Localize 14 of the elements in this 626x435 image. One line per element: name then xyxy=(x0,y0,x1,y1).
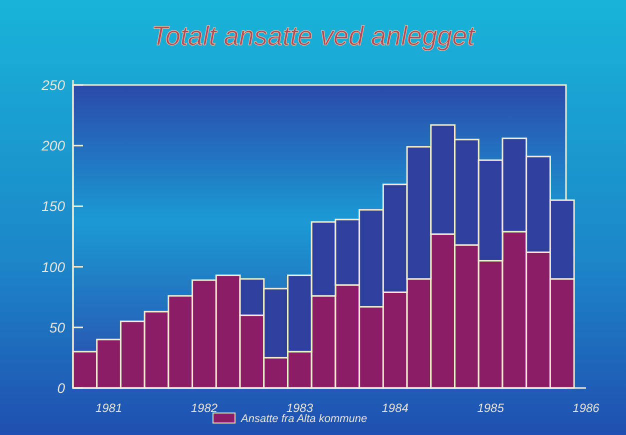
y-tick-label: 250 xyxy=(40,77,66,93)
x-tick-label: 1982 xyxy=(190,401,218,415)
x-tick-label: 1981 xyxy=(95,401,122,415)
legend-label: Ansatte fra Alta kommune xyxy=(240,413,368,425)
chart-title: Totalt ansatte ved anlegget xyxy=(151,21,476,51)
x-tick-label: 1986 xyxy=(572,401,600,415)
y-tick-label: 150 xyxy=(42,198,66,214)
y-tick-label: 200 xyxy=(40,138,66,154)
y-tick-label: 50 xyxy=(49,319,66,336)
y-tick-label: 100 xyxy=(42,258,66,275)
x-tick-label: 1983 xyxy=(286,401,314,415)
y-tick-label: 0 xyxy=(57,380,66,396)
x-tick-label: 1984 xyxy=(382,401,409,415)
x-tick-label: 1985 xyxy=(477,401,504,415)
